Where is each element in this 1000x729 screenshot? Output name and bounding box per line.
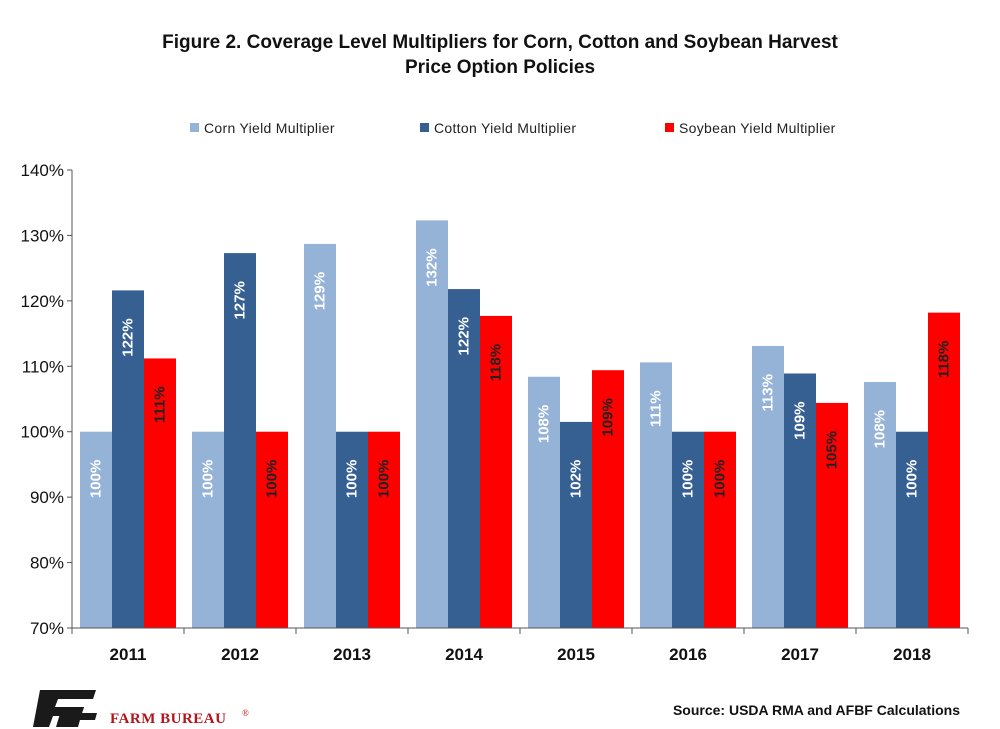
- bars: 100% 100% 129% 132% 108% 111% 113% 108% 122% 127%…: [80, 220, 960, 629]
- data-label: 100%: [904, 460, 921, 498]
- data-label: 113%: [760, 374, 777, 412]
- x-tick-label: 2012: [221, 645, 259, 664]
- logo-b-shape: [56, 707, 97, 727]
- bar: [560, 421, 592, 628]
- source-note: Source: USDA RMA and AFBF Calculations: [673, 702, 960, 718]
- bar: [640, 362, 672, 628]
- data-label: 100%: [344, 460, 361, 498]
- bar: [928, 312, 960, 628]
- y-tick-label: 140%: [21, 161, 64, 180]
- data-label: 100%: [200, 460, 217, 498]
- chart-title-line-2: Price Option Policies: [405, 57, 595, 78]
- y-tick-label: 80%: [30, 554, 64, 573]
- data-label: 132%: [424, 248, 441, 286]
- bar: [112, 290, 144, 628]
- data-label: 100%: [680, 460, 697, 498]
- legend-label: Corn Yield Multiplier: [204, 120, 335, 136]
- x-tick-label: 2016: [669, 645, 707, 664]
- x-axis: 2011 2012 2013 2014 2015 2016 2017 2018: [71, 627, 969, 664]
- bar: [144, 358, 176, 628]
- data-label: 100%: [376, 460, 393, 498]
- data-label: 122%: [120, 318, 137, 356]
- data-label: 100%: [264, 460, 281, 498]
- brand-registered-mark: ®: [242, 708, 249, 718]
- bar: [672, 431, 704, 628]
- brand-name: FARM BUREAU: [110, 711, 226, 727]
- bar: [304, 243, 336, 629]
- bar: [224, 253, 256, 628]
- data-label: 108%: [536, 405, 553, 443]
- x-tick-label: 2014: [445, 645, 483, 664]
- bar: [192, 431, 224, 628]
- data-label: 129%: [312, 272, 329, 310]
- bar: [256, 431, 288, 628]
- data-label: 118%: [488, 344, 505, 382]
- data-label: 100%: [88, 460, 105, 498]
- legend-label: Soybean Yield Multiplier: [679, 120, 836, 136]
- data-label: 108%: [872, 410, 889, 448]
- data-label: 102%: [568, 460, 585, 498]
- x-tick-label: 2015: [557, 645, 595, 664]
- legend-swatch: [420, 123, 429, 132]
- y-tick-label: 100%: [21, 423, 64, 442]
- bar: [864, 381, 896, 628]
- bar: [448, 289, 480, 628]
- y-tick-label: 130%: [21, 226, 64, 245]
- y-tick-label: 110%: [22, 357, 64, 376]
- y-axis: 70% 80% 90% 100% 110% 120% 130% 140%: [21, 161, 73, 638]
- data-label: 111%: [152, 386, 169, 423]
- data-label: 109%: [792, 401, 809, 439]
- x-tick-label: 2018: [893, 645, 931, 664]
- bar: [784, 373, 816, 628]
- bar: [528, 376, 560, 628]
- bar: [592, 370, 624, 628]
- bar: [704, 431, 736, 628]
- bar: [368, 431, 400, 628]
- data-label: 122%: [456, 317, 473, 355]
- data-label: 127%: [232, 281, 249, 319]
- data-label: 100%: [712, 460, 729, 498]
- data-label: 111%: [648, 390, 665, 427]
- farm-bureau-logo-icon: [33, 690, 97, 727]
- bar: [416, 220, 448, 628]
- bar: [480, 315, 512, 628]
- bar: [896, 431, 928, 628]
- data-label: 105%: [824, 431, 841, 469]
- legend-label: Cotton Yield Multiplier: [434, 120, 576, 136]
- legend: Corn Yield Multiplier Cotton Yield Multip…: [190, 120, 836, 136]
- y-tick-label: 120%: [21, 292, 64, 311]
- bar: [816, 402, 848, 628]
- x-tick-label: 2013: [333, 645, 371, 664]
- data-label: 118%: [936, 341, 953, 379]
- legend-swatch: [190, 123, 199, 132]
- y-tick-label: 70%: [30, 619, 64, 638]
- y-tick-label: 90%: [30, 488, 64, 507]
- legend-swatch: [665, 123, 674, 132]
- x-tick-label: 2011: [110, 645, 147, 664]
- chart-title-line-1: Figure 2. Coverage Level Multipliers for…: [162, 32, 838, 53]
- data-label: 109%: [600, 398, 617, 436]
- bar: [336, 431, 368, 628]
- x-tick-label: 2017: [781, 645, 819, 664]
- bar: [752, 346, 784, 628]
- bar: [80, 431, 112, 628]
